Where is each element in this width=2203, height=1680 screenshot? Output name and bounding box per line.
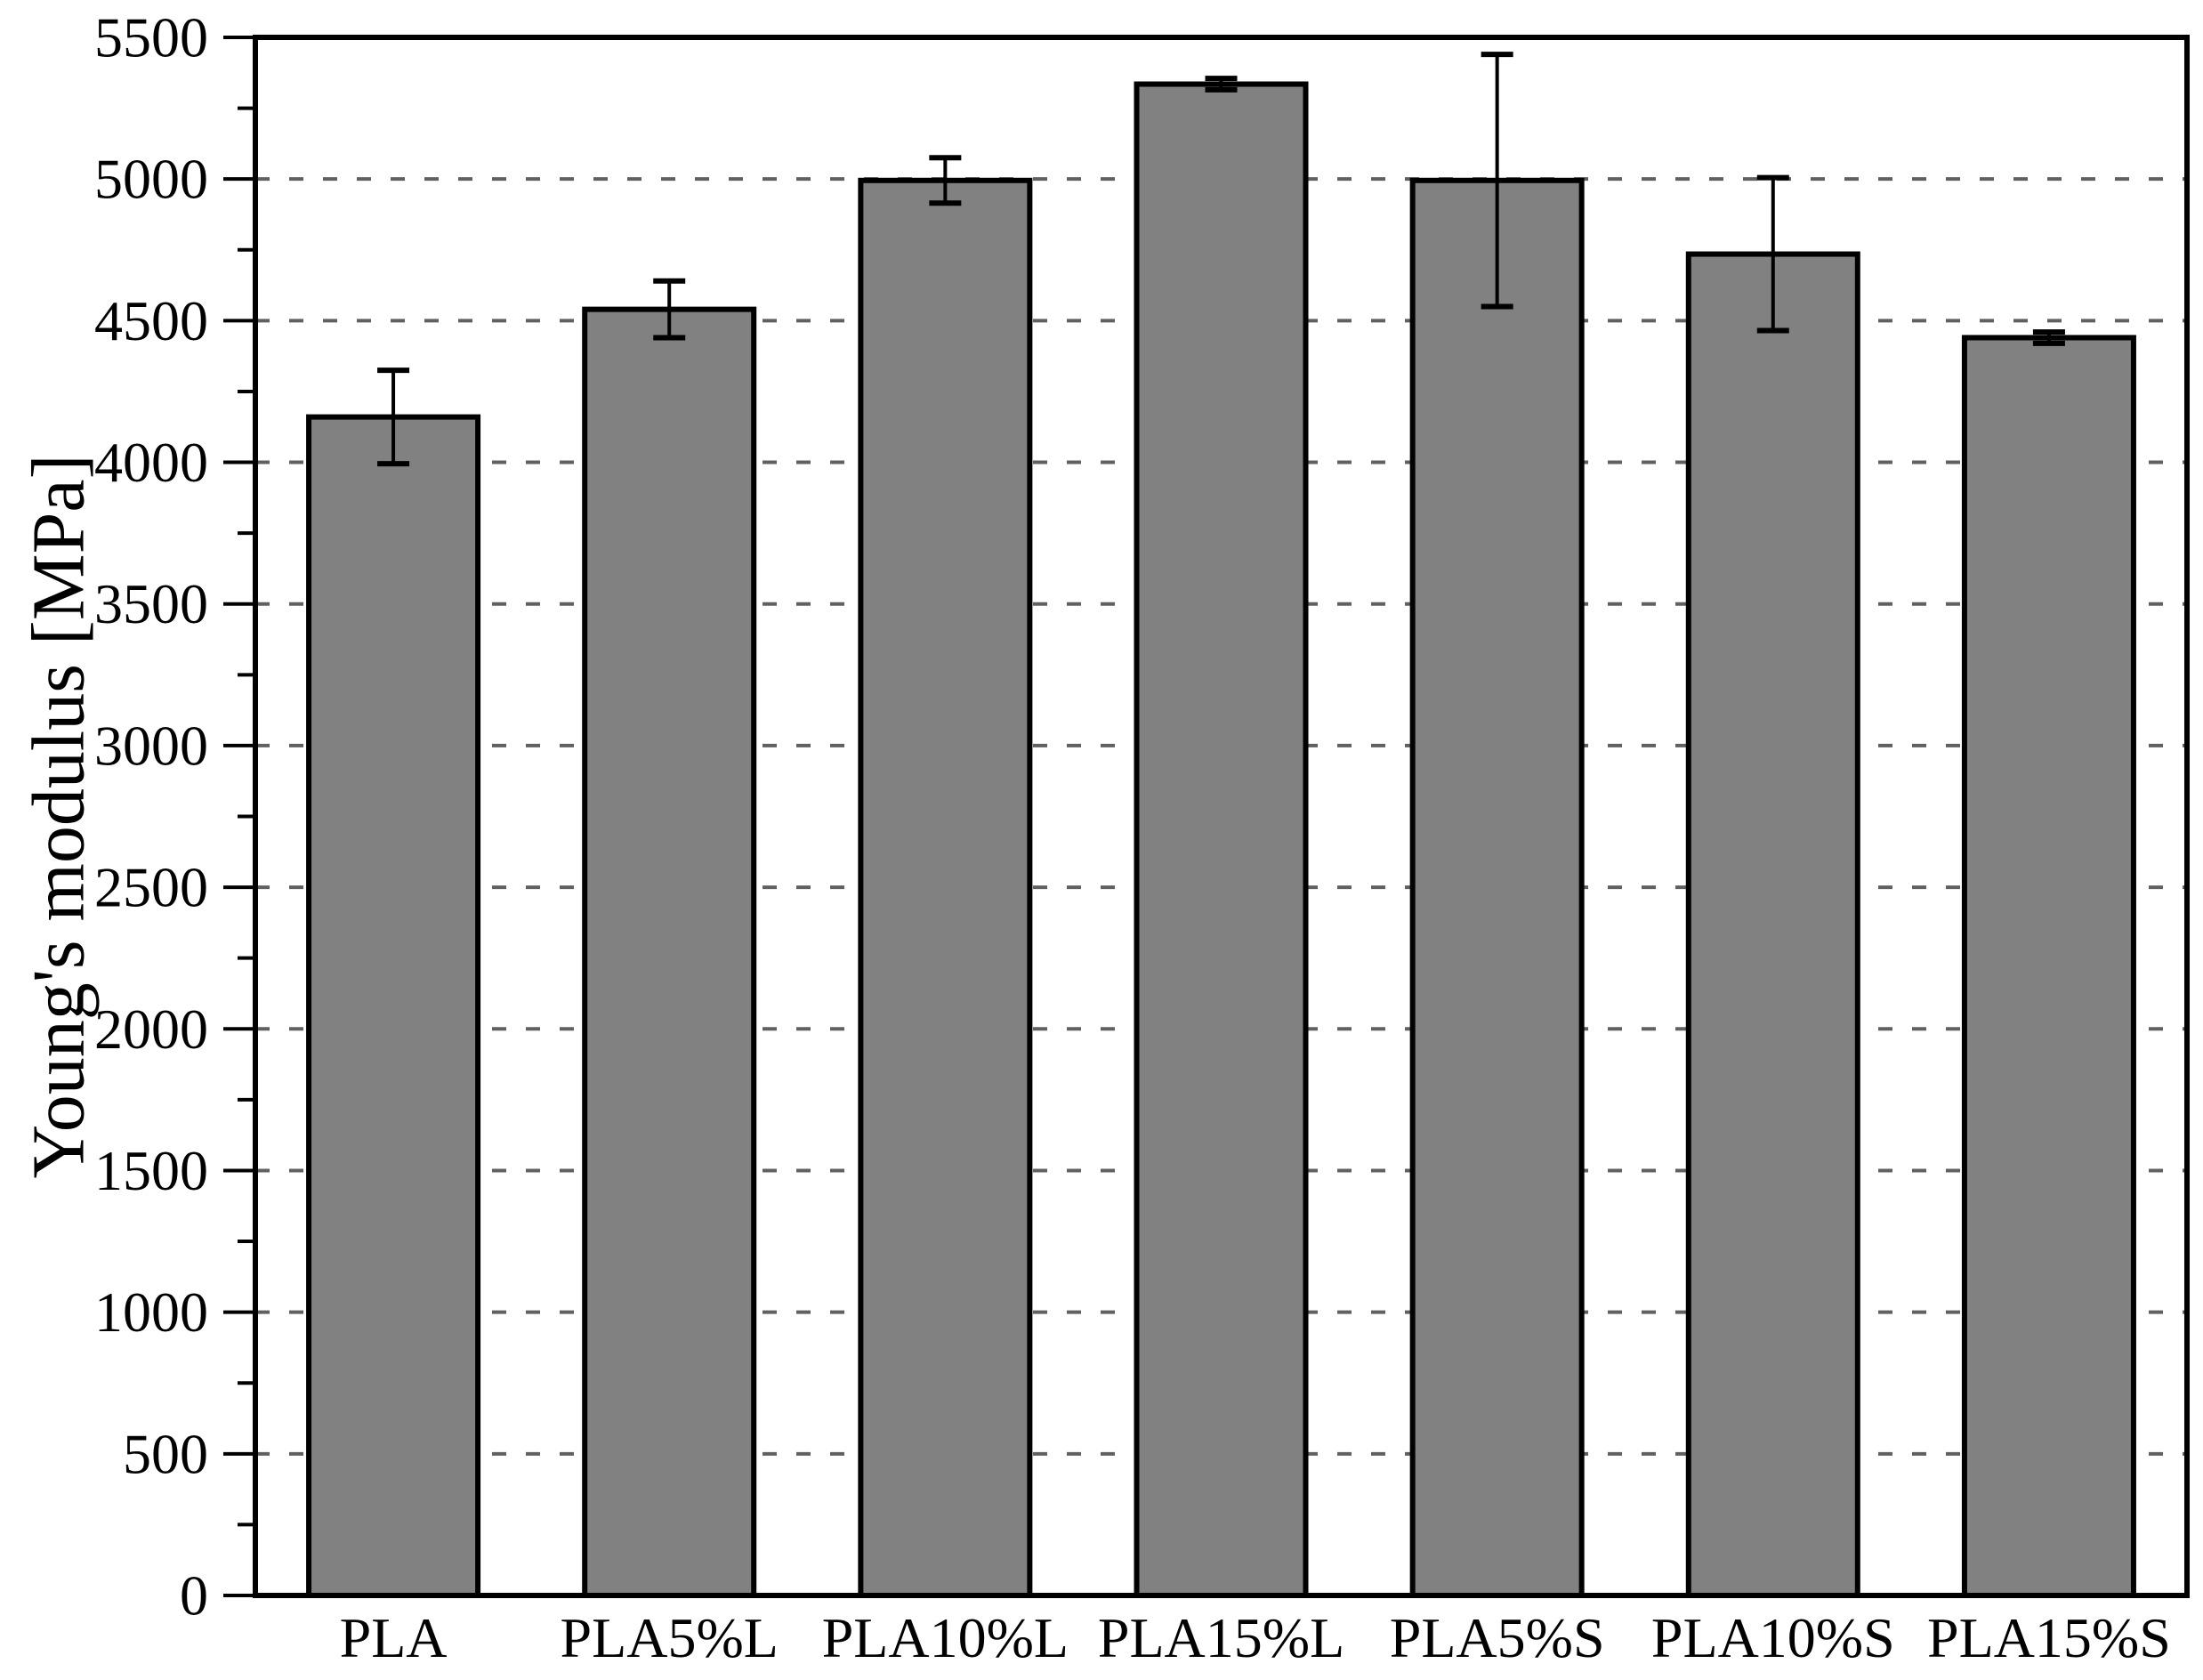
y-tick-label: 4000	[94, 431, 208, 494]
y-tick-label: 2500	[94, 856, 208, 919]
y-tick-label: 500	[123, 1422, 208, 1485]
y-tick-label: 5000	[94, 148, 208, 211]
y-tick-label: 0	[180, 1564, 208, 1628]
y-axis-title: Young's modulus [MPa]	[18, 454, 101, 1178]
y-tick-label: 4500	[94, 289, 208, 352]
y-tick-label: 3000	[94, 714, 208, 777]
y-tick-label: 1500	[94, 1139, 208, 1202]
bar-PLA5%S	[1409, 177, 1585, 1598]
x-category-label: PLA10%S	[1651, 1606, 1895, 1669]
y-tick-label: 5500	[94, 6, 208, 69]
y-tick-label: 1000	[94, 1280, 208, 1344]
x-category-label: PLA5%S	[1390, 1606, 1605, 1669]
y-tick-label: 2000	[94, 998, 208, 1061]
bar-PLA10%S	[1685, 251, 1860, 1598]
y-tick-label: 3500	[94, 572, 208, 635]
bar-PLA5%L	[582, 306, 757, 1598]
bar-PLA	[306, 414, 481, 1598]
bar-PLA15%L	[1134, 81, 1309, 1598]
bar-PLA10%L	[858, 177, 1033, 1598]
x-category-label: PLA10%L	[822, 1606, 1069, 1669]
x-category-label: PLA15%L	[1098, 1606, 1344, 1669]
x-category-label: PLA15%S	[1927, 1606, 2171, 1669]
bar-PLA15%S	[1961, 335, 2136, 1598]
x-category-label: PLA	[340, 1606, 448, 1669]
x-category-label: PLA5%L	[561, 1606, 779, 1669]
